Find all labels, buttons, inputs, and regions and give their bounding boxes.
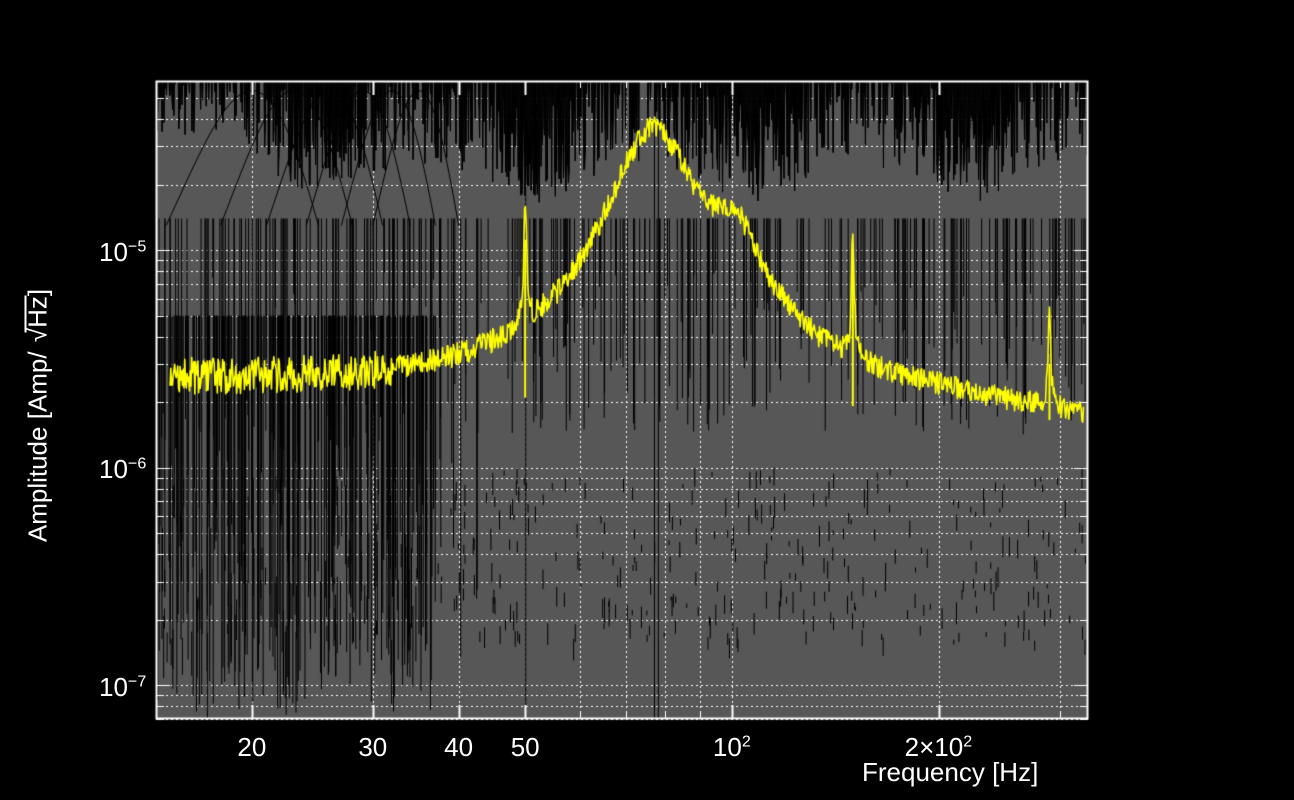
sqrt-symbol: √ xyxy=(22,327,53,343)
sqrt-radicand: Hz xyxy=(22,296,53,328)
y-tick-mantissa: 10 xyxy=(99,236,128,267)
y-axis-title-prefix: Amplitude [Amp/ xyxy=(22,344,53,543)
y-tick-mantissa: 10 xyxy=(99,671,128,702)
x-tick-label: 30 xyxy=(358,732,387,763)
x-tick-label: 2×102 xyxy=(905,732,973,763)
y-tick-exponent: −7 xyxy=(127,672,147,691)
y-tick-label: 10−7 xyxy=(99,672,146,703)
x-tick-exponent: 2 xyxy=(963,732,973,751)
y-tick-mantissa: 10 xyxy=(99,454,128,485)
y-axis-title-suffix: ] xyxy=(22,288,53,297)
sqrt-group: √ Hz xyxy=(22,295,54,344)
x-tick-exponent: 2 xyxy=(741,732,751,751)
x-tick-label: 40 xyxy=(444,732,473,763)
y-tick-label: 10−6 xyxy=(99,454,146,485)
x-tick-mantissa: 20 xyxy=(237,732,267,762)
x-tick-label: 102 xyxy=(713,732,751,763)
y-tick-exponent: −6 xyxy=(127,454,147,473)
x-tick-mantissa: 2×10 xyxy=(904,732,964,762)
y-tick-label: 10−5 xyxy=(99,237,146,268)
y-tick-exponent: −5 xyxy=(127,237,147,256)
x-axis-title: Frequency [Hz] xyxy=(862,757,1039,787)
x-tick-label: 20 xyxy=(237,732,266,763)
x-tick-mantissa: 30 xyxy=(358,732,388,762)
x-tick-mantissa: 50 xyxy=(510,732,540,762)
x-tick-label: 50 xyxy=(511,732,540,763)
sqrt-overbar xyxy=(24,295,27,333)
x-tick-mantissa: 40 xyxy=(444,732,474,762)
y-axis-title: Amplitude [Amp/ √ Hz] xyxy=(23,136,54,696)
x-tick-mantissa: 10 xyxy=(712,732,742,762)
